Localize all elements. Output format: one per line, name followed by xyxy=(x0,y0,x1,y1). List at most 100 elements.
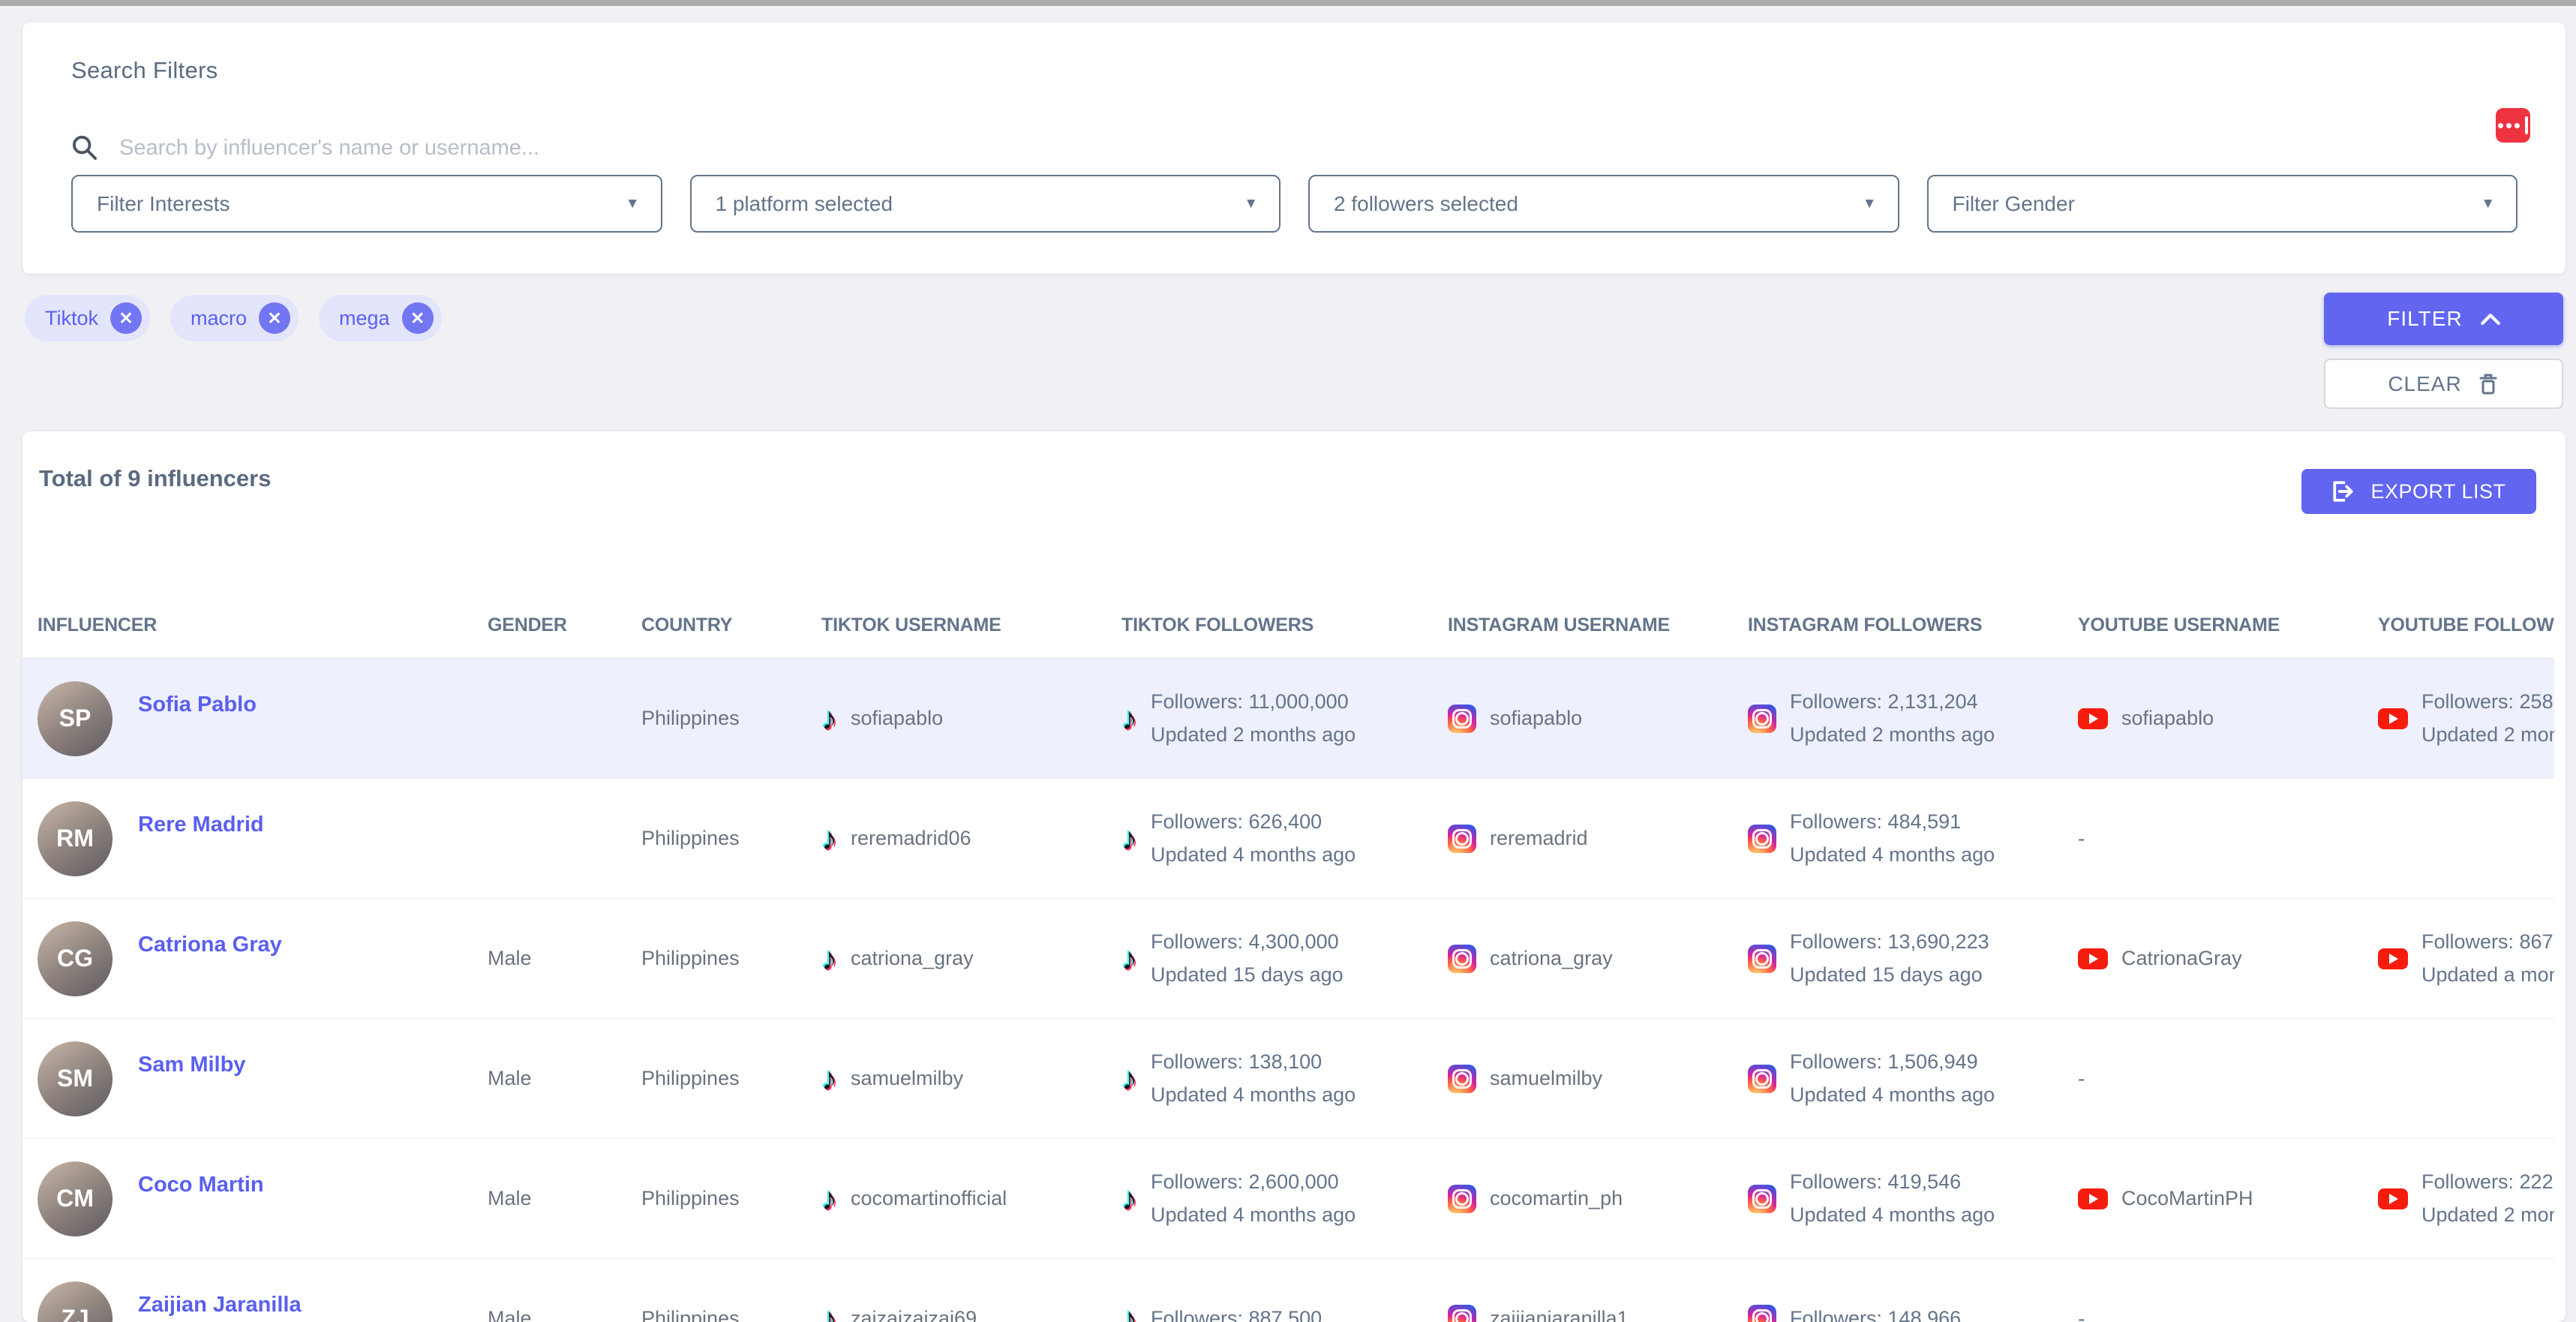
tiktok-icon: ♪ xyxy=(821,1180,837,1216)
search-input[interactable] xyxy=(118,134,2415,161)
password-manager-extension-icon[interactable] xyxy=(2496,108,2530,143)
instagram-username-cell: samuelmilby xyxy=(1448,1064,1748,1093)
instagram-followers-updated: Updated 4 months ago xyxy=(1790,1203,1995,1226)
tiktok-icon: ♪ xyxy=(1121,940,1137,976)
tiktok-icon: ♪ xyxy=(1121,1060,1137,1096)
chip-remove-icon[interactable]: ✕ xyxy=(259,302,291,334)
avatar: SM xyxy=(38,1041,113,1116)
influencer-name-link[interactable]: Catriona Gray xyxy=(138,933,282,957)
instagram-username-cell: cocomartin_ph xyxy=(1448,1184,1748,1213)
table-row: RM Rere Madrid Philippines ♪ reremadrid06 ♪ Fo… xyxy=(23,779,2554,899)
clear-button[interactable]: CLEAR xyxy=(2324,359,2563,409)
tiktok-icon: ♪ xyxy=(1121,1180,1137,1216)
tiktok-icon: ♪ xyxy=(1121,820,1137,856)
gender-cell: Male xyxy=(488,1307,532,1322)
country-cell: Philippines xyxy=(641,1067,740,1089)
instagram-followers-updated: Updated 2 months ago xyxy=(1790,723,1995,746)
gender-cell: Male xyxy=(488,1187,532,1209)
tiktok-followers-cell: ♪ Followers: 2,600,000 Updated 4 months ag… xyxy=(1121,1170,1448,1226)
chip-remove-icon[interactable]: ✕ xyxy=(401,302,434,334)
chevron-down-icon: ▼ xyxy=(625,195,640,212)
tiktok-username: reremadrid06 xyxy=(851,827,971,849)
instagram-followers-count: Followers: 13,690,223 xyxy=(1790,930,1989,953)
instagram-username: samuelmilby xyxy=(1490,1067,1603,1089)
tiktok-username-cell: ♪ sofiapablo xyxy=(821,702,1121,735)
tiktok-followers-count: Followers: 138,100 xyxy=(1151,1050,1323,1073)
instagram-username-cell: zaijianjaranilla1 xyxy=(1448,1304,1748,1322)
instagram-username-cell: catriona_gray xyxy=(1448,944,1748,973)
instagram-followers-cell: Followers: 2,131,204 Updated 2 months ago xyxy=(1748,690,2078,746)
instagram-followers-lines: Followers: 484,591 Updated 4 months ago xyxy=(1790,810,1995,866)
tiktok-followers-cell: ♪ Followers: 138,100 Updated 4 months ago xyxy=(1121,1050,1448,1106)
instagram-followers-updated: Updated 4 months ago xyxy=(1790,1083,1995,1106)
tiktok-username-cell: ♪ reremadrid06 xyxy=(821,820,1121,856)
chevron-down-icon: ▼ xyxy=(2481,195,2495,212)
followers-dropdown-label: 2 followers selected xyxy=(1334,191,1518,215)
gender-dropdown[interactable]: Filter Gender ▼ xyxy=(1926,175,2517,233)
instagram-icon xyxy=(1748,1184,1776,1213)
chip-macro[interactable]: macro ✕ xyxy=(170,295,299,341)
country-cell: Philippines xyxy=(641,947,740,969)
tiktok-icon: ♪ xyxy=(821,820,837,856)
tiktok-icon: ♪ xyxy=(821,940,837,976)
instagram-followers-lines: Followers: 1,506,949 Updated 4 months ago xyxy=(1790,1050,1995,1106)
country-cell: Philippines xyxy=(641,827,740,849)
export-icon xyxy=(2333,481,2353,502)
instagram-username-cell: sofiapablo xyxy=(1448,704,1748,733)
youtube-followers-count: Followers: 258,000 xyxy=(2421,690,2554,713)
influencer-cell: SP Sofia Pablo xyxy=(38,681,488,756)
tiktok-icon: ♪ xyxy=(1121,700,1137,736)
instagram-icon xyxy=(1448,1304,1476,1322)
gender-cell: Male xyxy=(488,1067,532,1089)
followers-dropdown[interactable]: 2 followers selected ▼ xyxy=(1308,175,1899,233)
table-header-row: INFLUENCER GENDER COUNTRY TIKTOK USERNAME TI… xyxy=(23,593,2554,659)
influencer-name-link[interactable]: Rere Madrid xyxy=(138,813,264,837)
interests-dropdown[interactable]: Filter Interests ▼ xyxy=(71,175,662,233)
chip-tiktok[interactable]: Tiktok ✕ xyxy=(25,295,151,341)
tiktok-icon: ♪ xyxy=(1121,1300,1137,1322)
column-header-country: COUNTRY xyxy=(641,614,733,635)
youtube-followers-cell: Followers: 867,000 Updated a month ago xyxy=(2378,930,2554,986)
tiktok-username-cell: ♪ catriona_gray xyxy=(821,940,1121,976)
instagram-icon xyxy=(1448,1184,1476,1213)
influencer-name-link[interactable]: Sam Milby xyxy=(138,1053,246,1077)
export-list-button[interactable]: EXPORT LIST xyxy=(2301,469,2536,514)
instagram-followers-lines: Followers: 148,966 xyxy=(1790,1307,1961,1322)
tiktok-followers-count: Followers: 2,600,000 xyxy=(1151,1170,1339,1193)
filter-button[interactable]: FILTER xyxy=(2324,293,2563,345)
tiktok-followers-lines: Followers: 138,100 Updated 4 months ago xyxy=(1151,1050,1356,1106)
influencer-name-link[interactable]: Coco Martin xyxy=(138,1173,264,1197)
influencer-name-link[interactable]: Sofia Pablo xyxy=(138,693,257,717)
instagram-followers-cell: Followers: 148,966 xyxy=(1748,1304,2078,1322)
instagram-icon xyxy=(1748,824,1776,853)
results-card: Total of 9 influencers EXPORT LIST INFLU… xyxy=(23,431,2565,1322)
tiktok-followers-updated: Updated 4 months ago xyxy=(1151,843,1356,866)
influencer-name-link[interactable]: Zaijian Jaranilla xyxy=(138,1293,302,1317)
instagram-icon xyxy=(1748,944,1776,973)
instagram-username: zaijianjaranilla1 xyxy=(1490,1307,1629,1322)
influencer-cell: ZJ Zaijian Jaranilla xyxy=(38,1281,488,1322)
chevron-down-icon: ▼ xyxy=(1244,195,1258,212)
tiktok-followers-count: Followers: 11,000,000 xyxy=(1151,690,1349,713)
youtube-followers-lines: Followers: 867,000 Updated a month ago xyxy=(2421,930,2554,986)
tiktok-username: zaizaizaizai69 xyxy=(851,1307,977,1322)
chip-mega[interactable]: mega ✕ xyxy=(319,295,442,341)
chip-remove-icon[interactable]: ✕ xyxy=(110,302,143,334)
youtube-followers-updated: Updated a month ago xyxy=(2421,963,2554,986)
column-header-gender: GENDER xyxy=(488,614,567,635)
search-icon xyxy=(72,135,98,161)
youtube-followers-lines: Followers: 222,000 Updated 2 months ago xyxy=(2421,1170,2554,1226)
avatar: RM xyxy=(38,801,113,876)
youtube-username-cell: CatrionaGray xyxy=(2078,947,2378,970)
search-filters-title: Search Filters xyxy=(71,57,218,83)
instagram-followers-lines: Followers: 2,131,204 Updated 2 months ago xyxy=(1790,690,1995,746)
column-header-tiktok-username: TIKTOK USERNAME xyxy=(821,614,1001,635)
window-top-edge xyxy=(0,0,2576,6)
platform-dropdown[interactable]: 1 platform selected ▼ xyxy=(689,175,1280,233)
instagram-icon xyxy=(1448,944,1476,973)
search-row xyxy=(71,126,2415,170)
tiktok-followers-updated: Updated 15 days ago xyxy=(1151,963,1344,986)
youtube-followers-updated: Updated 2 months ago xyxy=(2421,723,2554,746)
interests-dropdown-label: Filter Interests xyxy=(97,191,230,215)
avatar: CM xyxy=(38,1161,113,1236)
